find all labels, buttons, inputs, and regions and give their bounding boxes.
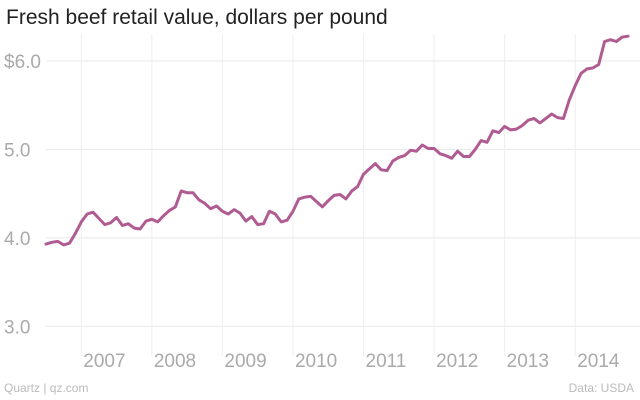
x-tick-label: 2008 (154, 351, 196, 372)
series-line (44, 34, 630, 247)
y-axis-ticks: 3.0 4.0 5.0 $6.0 (4, 52, 41, 338)
x-tick-label: 2013 (507, 351, 549, 372)
x-tick-label: 2009 (224, 351, 266, 372)
x-axis-ticks: 2007 2008 2009 2010 2011 2012 2013 2014 (83, 351, 620, 372)
y-tick-label: 5.0 (4, 140, 30, 161)
chart-title: Fresh beef retail value, dollars per pou… (6, 6, 388, 29)
x-tick-label: 2010 (295, 351, 337, 372)
y-tick-label: 3.0 (4, 317, 30, 338)
x-tick-label: 2007 (83, 351, 125, 372)
x-tick-label: 2014 (577, 351, 620, 372)
footer-credit: Quartz | qz.com (4, 381, 89, 395)
x-tick-label: 2011 (366, 351, 407, 372)
y-tick-label: $6.0 (4, 52, 41, 73)
y-tick-label: 4.0 (4, 229, 30, 250)
series-layer (44, 34, 630, 247)
x-tick-label: 2012 (436, 351, 478, 372)
footer-source: Data: USDA (568, 381, 634, 395)
